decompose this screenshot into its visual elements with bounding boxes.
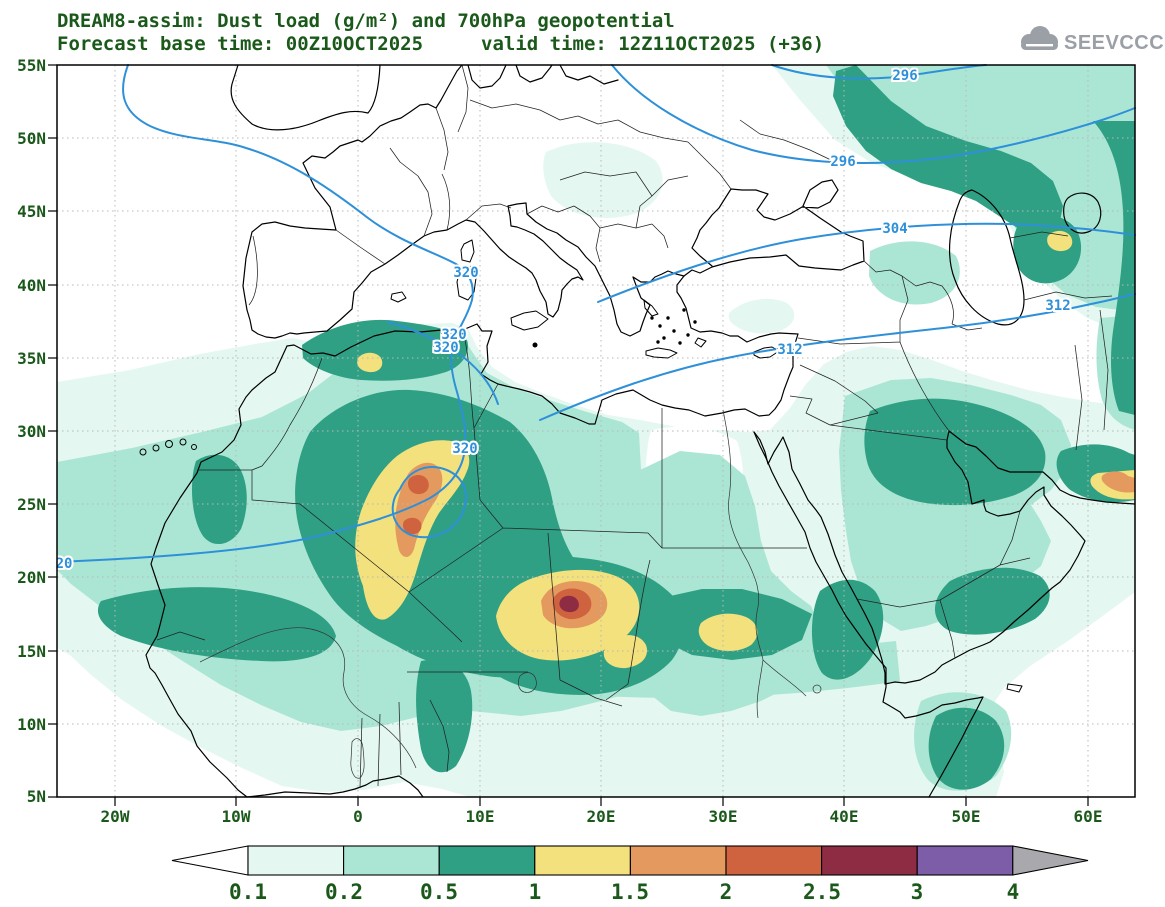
- lat-axis-label: 10N: [17, 715, 46, 734]
- lat-axis-label: 55N: [17, 56, 46, 75]
- colorbar-segment: [438, 845, 536, 876]
- chart-subtitle-base-time: Forecast base time: 00Z10OCT2025: [57, 33, 423, 55]
- lon-axis-label: 20W: [101, 807, 130, 826]
- colorbar-segment: [534, 845, 631, 876]
- cloud-icon: [1021, 26, 1058, 50]
- colorbar-segment: [916, 845, 1014, 876]
- lat-axis-label: 35N: [17, 349, 46, 368]
- contour-label: 312: [1045, 298, 1070, 314]
- colorbar-segment: [343, 845, 440, 876]
- islands: [139, 239, 1023, 693]
- lon-axis-label: 60E: [1074, 807, 1103, 826]
- colorbar-arrow-low: [171, 845, 249, 876]
- contour-label: 320: [453, 265, 478, 281]
- colorbar-label: 1.5: [611, 880, 649, 904]
- graticule: [57, 65, 1135, 797]
- contour-labels: 296 296 304 312 312 320 320 320 320 20: [54, 66, 1073, 574]
- contour-label: 320: [452, 441, 477, 457]
- lon-axis-label: 30E: [709, 807, 738, 826]
- contour-label: 304: [882, 221, 907, 237]
- lat-axis-label: 20N: [17, 568, 46, 587]
- lat-axis-label: 40N: [17, 276, 46, 295]
- chart-title: DREAM8-assim: Dust load (g/m²) and 700hP…: [57, 10, 675, 32]
- contour-label: 320: [433, 340, 458, 356]
- colorbar-label: 2.5: [803, 880, 841, 904]
- title-block: DREAM8-assim: Dust load (g/m²) and 700hP…: [57, 10, 824, 55]
- colorbar-label: 0.5: [420, 880, 458, 904]
- lon-axis-label: 50E: [952, 807, 981, 826]
- colorbar-label: 4: [1007, 880, 1020, 904]
- contour-label: 296: [892, 68, 917, 84]
- lat-axis-label: 50N: [17, 129, 46, 148]
- colorbar: 0.1 0.2 0.5 1 1.5 2 2.5 3 4: [171, 845, 1089, 904]
- colorbar-label: 0.1: [229, 880, 267, 904]
- lon-axis-label: 0: [353, 807, 363, 826]
- lat-axis-label: 15N: [17, 642, 46, 661]
- geopotential-contours: [56, 64, 1136, 563]
- lat-axis-label: 30N: [17, 422, 46, 441]
- lat-axis-label: 45N: [17, 202, 46, 221]
- lat-axis-label: 25N: [17, 495, 46, 514]
- coastlines: [145, 64, 1136, 798]
- contour-label: 20: [56, 556, 73, 572]
- colorbar-segment: [629, 845, 727, 876]
- lon-axis-label: 10W: [222, 807, 251, 826]
- dust-fill-level-2.5: [559, 595, 579, 613]
- colorbar-label: 1: [529, 880, 542, 904]
- colorbar-label: 2: [720, 880, 733, 904]
- colorbar-arrow-high: [1012, 845, 1089, 876]
- colorbar-segment: [247, 845, 345, 876]
- seevccc-logo: SEEVCCC: [1021, 26, 1164, 54]
- lat-axis: 55N 50N 45N 40N 35N 30N 25N 20N 15N 10N …: [17, 56, 57, 806]
- lon-axis-label: 10E: [466, 807, 495, 826]
- colorbar-label: 3: [911, 880, 924, 904]
- country-borders: [156, 64, 1113, 789]
- colorbar-segment: [821, 845, 918, 876]
- contour-label: 296: [830, 154, 855, 170]
- lon-axis: 20W 10W 0 10E 20E 30E 40E 50E 60E: [101, 797, 1103, 826]
- contour-label: 320: [441, 327, 466, 343]
- contour-label: 312: [777, 342, 802, 358]
- chart-subtitle-valid-time: valid time: 12Z11OCT2025 (+36): [481, 33, 824, 55]
- rivers-lakes: [199, 409, 822, 779]
- lon-axis-label: 20E: [587, 807, 616, 826]
- logo-text: SEEVCCC: [1064, 32, 1164, 54]
- colorbar-label: 0.2: [325, 880, 363, 904]
- lat-axis-label: 5N: [27, 787, 46, 806]
- colorbar-segment: [725, 845, 823, 876]
- lon-axis-label: 40E: [830, 807, 859, 826]
